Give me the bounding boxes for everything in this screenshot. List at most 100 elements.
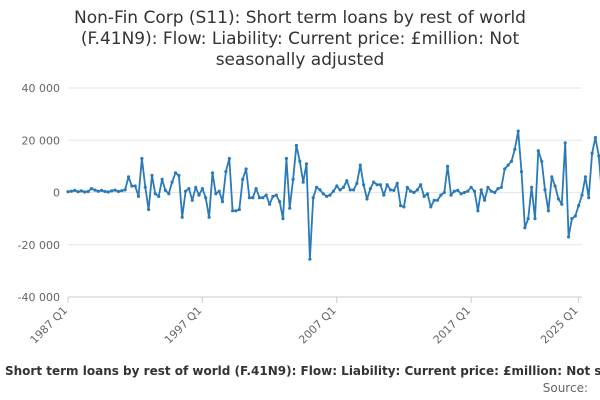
data-point[interactable] [560, 202, 564, 206]
data-point[interactable] [553, 184, 557, 188]
data-point[interactable] [311, 196, 315, 200]
data-point[interactable] [73, 188, 77, 192]
data-point[interactable] [83, 190, 87, 194]
data-point[interactable] [479, 188, 483, 192]
data-point[interactable] [76, 190, 80, 194]
data-point[interactable] [432, 198, 436, 202]
data-point[interactable] [180, 215, 184, 219]
data-point[interactable] [412, 190, 416, 195]
data-point[interactable] [472, 189, 477, 193]
data-point[interactable] [96, 189, 100, 193]
data-point[interactable] [506, 163, 510, 167]
data-point[interactable] [452, 189, 456, 193]
data-point[interactable] [580, 193, 584, 197]
data-point[interactable] [247, 196, 251, 200]
data-point[interactable] [499, 185, 503, 189]
legend[interactable]: Short term loans by rest of world (F.41N… [0, 364, 600, 382]
data-point[interactable] [335, 184, 339, 188]
data-point[interactable] [509, 159, 514, 163]
data-point[interactable] [308, 257, 312, 261]
data-point[interactable] [257, 196, 262, 200]
data-point[interactable] [362, 183, 366, 187]
data-point[interactable] [439, 193, 443, 197]
data-point[interactable] [100, 188, 104, 192]
data-point[interactable] [207, 215, 211, 219]
data-point[interactable] [143, 185, 147, 189]
data-point[interactable] [402, 205, 406, 209]
data-point[interactable] [160, 177, 164, 181]
data-point[interactable] [291, 177, 295, 181]
data-point[interactable] [271, 194, 275, 198]
data-point[interactable] [241, 177, 245, 181]
data-point[interactable] [597, 154, 600, 158]
data-point[interactable] [341, 185, 346, 189]
data-point[interactable] [422, 194, 426, 198]
data-point[interactable] [483, 198, 487, 202]
data-point[interactable] [425, 192, 430, 196]
data-point[interactable] [429, 205, 433, 209]
data-point[interactable] [536, 149, 540, 153]
data-point[interactable] [153, 192, 157, 196]
data-point[interactable] [399, 204, 403, 208]
data-point[interactable] [385, 183, 389, 187]
data-point[interactable] [163, 188, 167, 192]
data-point[interactable] [530, 185, 534, 189]
data-point[interactable] [409, 189, 413, 193]
data-point[interactable] [365, 197, 369, 201]
data-point[interactable] [136, 194, 141, 198]
data-point[interactable] [251, 196, 255, 200]
data-point[interactable] [476, 209, 480, 213]
data-point[interactable] [352, 188, 356, 192]
data-point[interactable] [587, 196, 591, 200]
data-point[interactable] [372, 180, 376, 184]
data-point[interactable] [456, 188, 460, 192]
data-point[interactable] [150, 173, 154, 178]
data-point[interactable] [550, 175, 554, 179]
data-point[interactable] [110, 189, 114, 193]
data-point[interactable] [526, 217, 530, 221]
data-point[interactable] [244, 167, 248, 171]
data-point[interactable] [281, 217, 285, 221]
data-point[interactable] [173, 171, 178, 175]
data-point[interactable] [486, 185, 490, 189]
data-point[interactable] [358, 163, 362, 167]
data-point[interactable] [321, 192, 325, 196]
data-point[interactable] [378, 183, 382, 187]
data-point[interactable] [567, 235, 571, 239]
data-point[interactable] [220, 200, 225, 204]
data-point[interactable] [170, 180, 174, 184]
data-point[interactable] [184, 189, 188, 193]
data-point[interactable] [442, 190, 446, 195]
data-point[interactable] [345, 179, 349, 183]
data-point[interactable] [446, 164, 450, 168]
data-point[interactable] [435, 198, 440, 202]
legend-item[interactable]: Short term loans by rest of world (F.41N… [5, 364, 600, 378]
data-point[interactable] [405, 185, 409, 189]
data-point[interactable] [89, 187, 94, 191]
data-point[interactable] [116, 189, 120, 194]
data-point[interactable] [593, 136, 598, 140]
data-point[interactable] [217, 189, 221, 193]
data-point[interactable] [513, 147, 517, 151]
data-point[interactable] [503, 167, 507, 171]
data-point[interactable] [556, 197, 561, 201]
data-point[interactable] [533, 217, 537, 221]
data-point[interactable] [190, 198, 194, 202]
data-point[interactable] [278, 200, 282, 204]
data-point[interactable] [415, 188, 419, 192]
data-point[interactable] [304, 162, 309, 166]
data-point[interactable] [563, 141, 567, 145]
data-point[interactable] [489, 189, 493, 193]
data-point[interactable] [519, 170, 524, 174]
data-point[interactable] [284, 156, 288, 161]
data-point[interactable] [268, 202, 272, 206]
data-point[interactable] [210, 171, 215, 175]
data-point[interactable] [274, 193, 278, 197]
data-point[interactable] [523, 226, 527, 230]
data-point[interactable] [328, 193, 332, 197]
data-point[interactable] [325, 194, 329, 198]
data-point[interactable] [449, 193, 453, 197]
data-point[interactable] [338, 188, 342, 192]
data-point[interactable] [368, 187, 372, 191]
data-point[interactable] [355, 181, 359, 185]
